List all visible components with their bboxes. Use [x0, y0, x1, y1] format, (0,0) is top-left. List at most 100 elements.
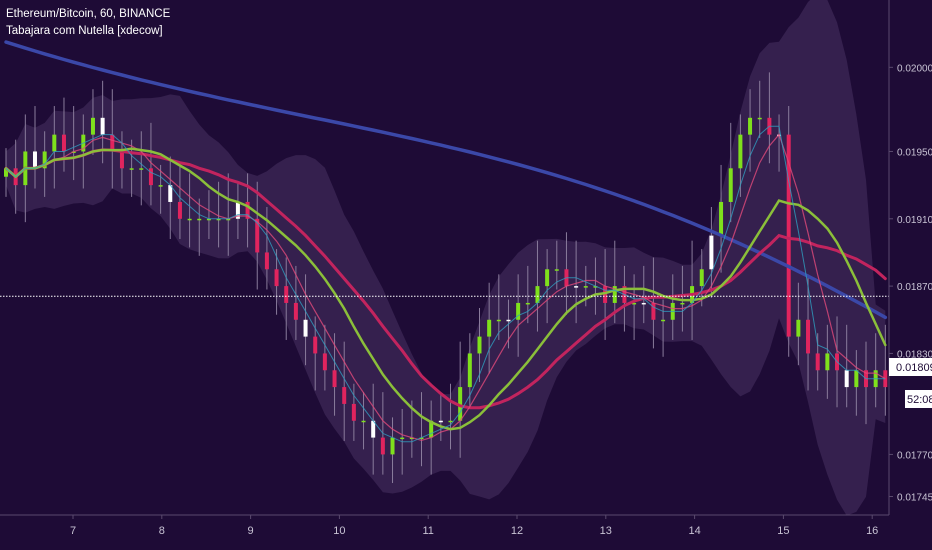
countdown-text: 52:08	[907, 394, 932, 406]
candle-body	[728, 168, 733, 202]
candle-body	[129, 168, 134, 170]
price-axis-background	[889, 0, 932, 550]
candle-body	[226, 218, 231, 221]
candle-body	[487, 319, 492, 337]
candle-body	[738, 134, 743, 169]
candle-body	[158, 185, 163, 187]
chart-legend: Ethereum/Bitcoin, 60, BINANCE Tabajara c…	[6, 6, 170, 40]
ma-fast-line	[4, 147, 887, 431]
candle-body	[467, 353, 472, 388]
candle-body	[187, 218, 192, 221]
last-price-tag	[889, 358, 932, 376]
candle-body	[496, 319, 501, 322]
candle-body	[719, 201, 724, 236]
candle-body	[757, 117, 762, 120]
candle-body	[322, 353, 327, 371]
time-tick-label: 7	[70, 525, 76, 537]
candle-body	[351, 403, 356, 421]
candle-body	[293, 302, 298, 320]
candle-body	[332, 370, 337, 388]
ma-200-line	[4, 40, 888, 320]
candle-body	[303, 319, 308, 337]
time-tick-label: 13	[600, 525, 612, 537]
symbol-title[interactable]: Ethereum/Bitcoin, 60, BINANCE	[6, 8, 171, 20]
time-tick-label: 12	[511, 525, 523, 537]
time-tick-label: 10	[333, 525, 345, 537]
candle-body	[380, 437, 385, 455]
time-tick-label: 15	[777, 525, 789, 537]
candle-body	[806, 319, 811, 354]
candle-body	[574, 286, 579, 288]
candle-body	[786, 134, 791, 337]
candle-body	[400, 437, 405, 440]
candle-body	[516, 302, 521, 320]
candle-body	[641, 302, 646, 305]
candle-body	[603, 286, 608, 303]
candle-body	[419, 437, 424, 440]
candle-body	[168, 185, 173, 202]
time-tick-label: 9	[248, 525, 254, 537]
candle-body	[438, 420, 443, 423]
candle-body	[148, 168, 153, 186]
candle-body	[177, 201, 182, 219]
candle-body	[429, 420, 434, 438]
candle-body	[206, 218, 211, 221]
time-tick-label: 8	[159, 525, 165, 537]
candle-body	[245, 201, 250, 219]
candle-body	[709, 235, 714, 270]
candle-body	[61, 134, 66, 152]
candle-body	[197, 218, 202, 221]
countdown-tag	[905, 390, 932, 408]
candle-body	[274, 269, 279, 287]
candle-body	[448, 420, 453, 423]
candle-body	[525, 302, 530, 305]
time-tick-label: 11	[422, 525, 433, 537]
candle-body	[255, 218, 260, 253]
candle-body	[854, 370, 859, 388]
candle-body	[632, 302, 637, 305]
candle-body	[554, 269, 559, 271]
candle-body	[32, 151, 37, 169]
candle-body	[264, 252, 269, 270]
candle-body	[100, 117, 105, 135]
candle-body	[284, 286, 289, 303]
candle-body	[651, 302, 656, 320]
candle-body	[612, 286, 617, 303]
candle-body	[825, 353, 830, 371]
indicator-title[interactable]: Tabajara com Nutella [xdecow]	[6, 25, 163, 37]
candle-body	[680, 302, 685, 305]
candle-body	[506, 319, 511, 322]
candle-body	[4, 168, 8, 177]
time-tick-label: 16	[866, 525, 878, 537]
candle-body	[71, 151, 76, 153]
candle-body	[216, 218, 221, 221]
candle-body	[796, 319, 801, 337]
candle-body	[235, 201, 240, 219]
price-tick-label: 0.017450	[897, 492, 932, 503]
last-price-text: 0.018097	[896, 362, 932, 374]
ma-mid-line	[5, 133, 886, 442]
candle-body	[110, 134, 115, 152]
ma-thin-line	[5, 125, 886, 443]
candle-body	[119, 151, 124, 169]
candle-body	[535, 286, 540, 303]
candle-body	[42, 151, 47, 169]
candle-body	[139, 168, 144, 170]
candle-body	[390, 437, 395, 455]
candle-body	[313, 336, 318, 354]
candle-body	[844, 370, 849, 388]
candle-body	[90, 117, 95, 135]
candle-body	[342, 387, 347, 404]
candle-body	[371, 420, 376, 438]
candle-body	[477, 336, 482, 354]
time-axis-ticks: 7 8 9 10 11 12 13 14 15 16	[70, 515, 878, 537]
candle-body	[458, 387, 463, 421]
candle-body	[52, 134, 57, 152]
